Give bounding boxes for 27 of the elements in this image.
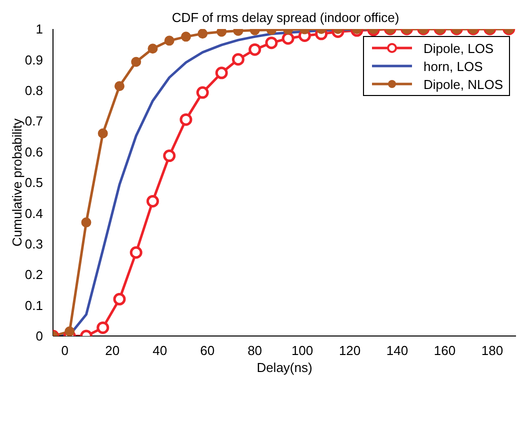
x-tick-label: 120 <box>338 343 361 358</box>
y-tick-label: 0.6 <box>24 144 43 160</box>
y-tick-label: 0.7 <box>24 114 43 129</box>
y-axis-title: Cumulative probability <box>10 118 25 246</box>
x-tick-label: 20 <box>105 343 120 358</box>
x-tick-label: 0 <box>61 343 68 358</box>
y-tick-label: 0.2 <box>24 267 43 282</box>
x-axis-title: Delay(ns) <box>256 360 312 375</box>
y-tick-label: 0.8 <box>24 83 43 98</box>
x-tick-label: 160 <box>434 343 456 358</box>
legend-label: Dipole, NLOS <box>424 76 503 92</box>
y-tick-label: 0.3 <box>24 236 43 252</box>
y-tick-label: 0.5 <box>24 175 43 190</box>
x-tick-label: 40 <box>152 343 168 358</box>
x-tick-label: 140 <box>386 343 408 358</box>
x-tick-label: 60 <box>200 343 215 358</box>
x-tick-label: 180 <box>481 343 504 358</box>
y-tick-label: 1 <box>36 22 43 37</box>
x-tick-label: 100 <box>291 343 314 358</box>
y-tick-label: 0.4 <box>24 206 43 221</box>
legend-label: horn, LOS <box>424 58 483 74</box>
y-tick-label: 0.9 <box>24 52 43 68</box>
chart-title: CDF of rms delay spread (indoor office) <box>170 10 400 25</box>
y-tick-label: 0.1 <box>24 298 43 313</box>
x-tick-label: 80 <box>248 343 262 358</box>
legend-label: Dipole, LOS <box>424 40 494 56</box>
y-tick-label: 0 <box>36 328 43 344</box>
